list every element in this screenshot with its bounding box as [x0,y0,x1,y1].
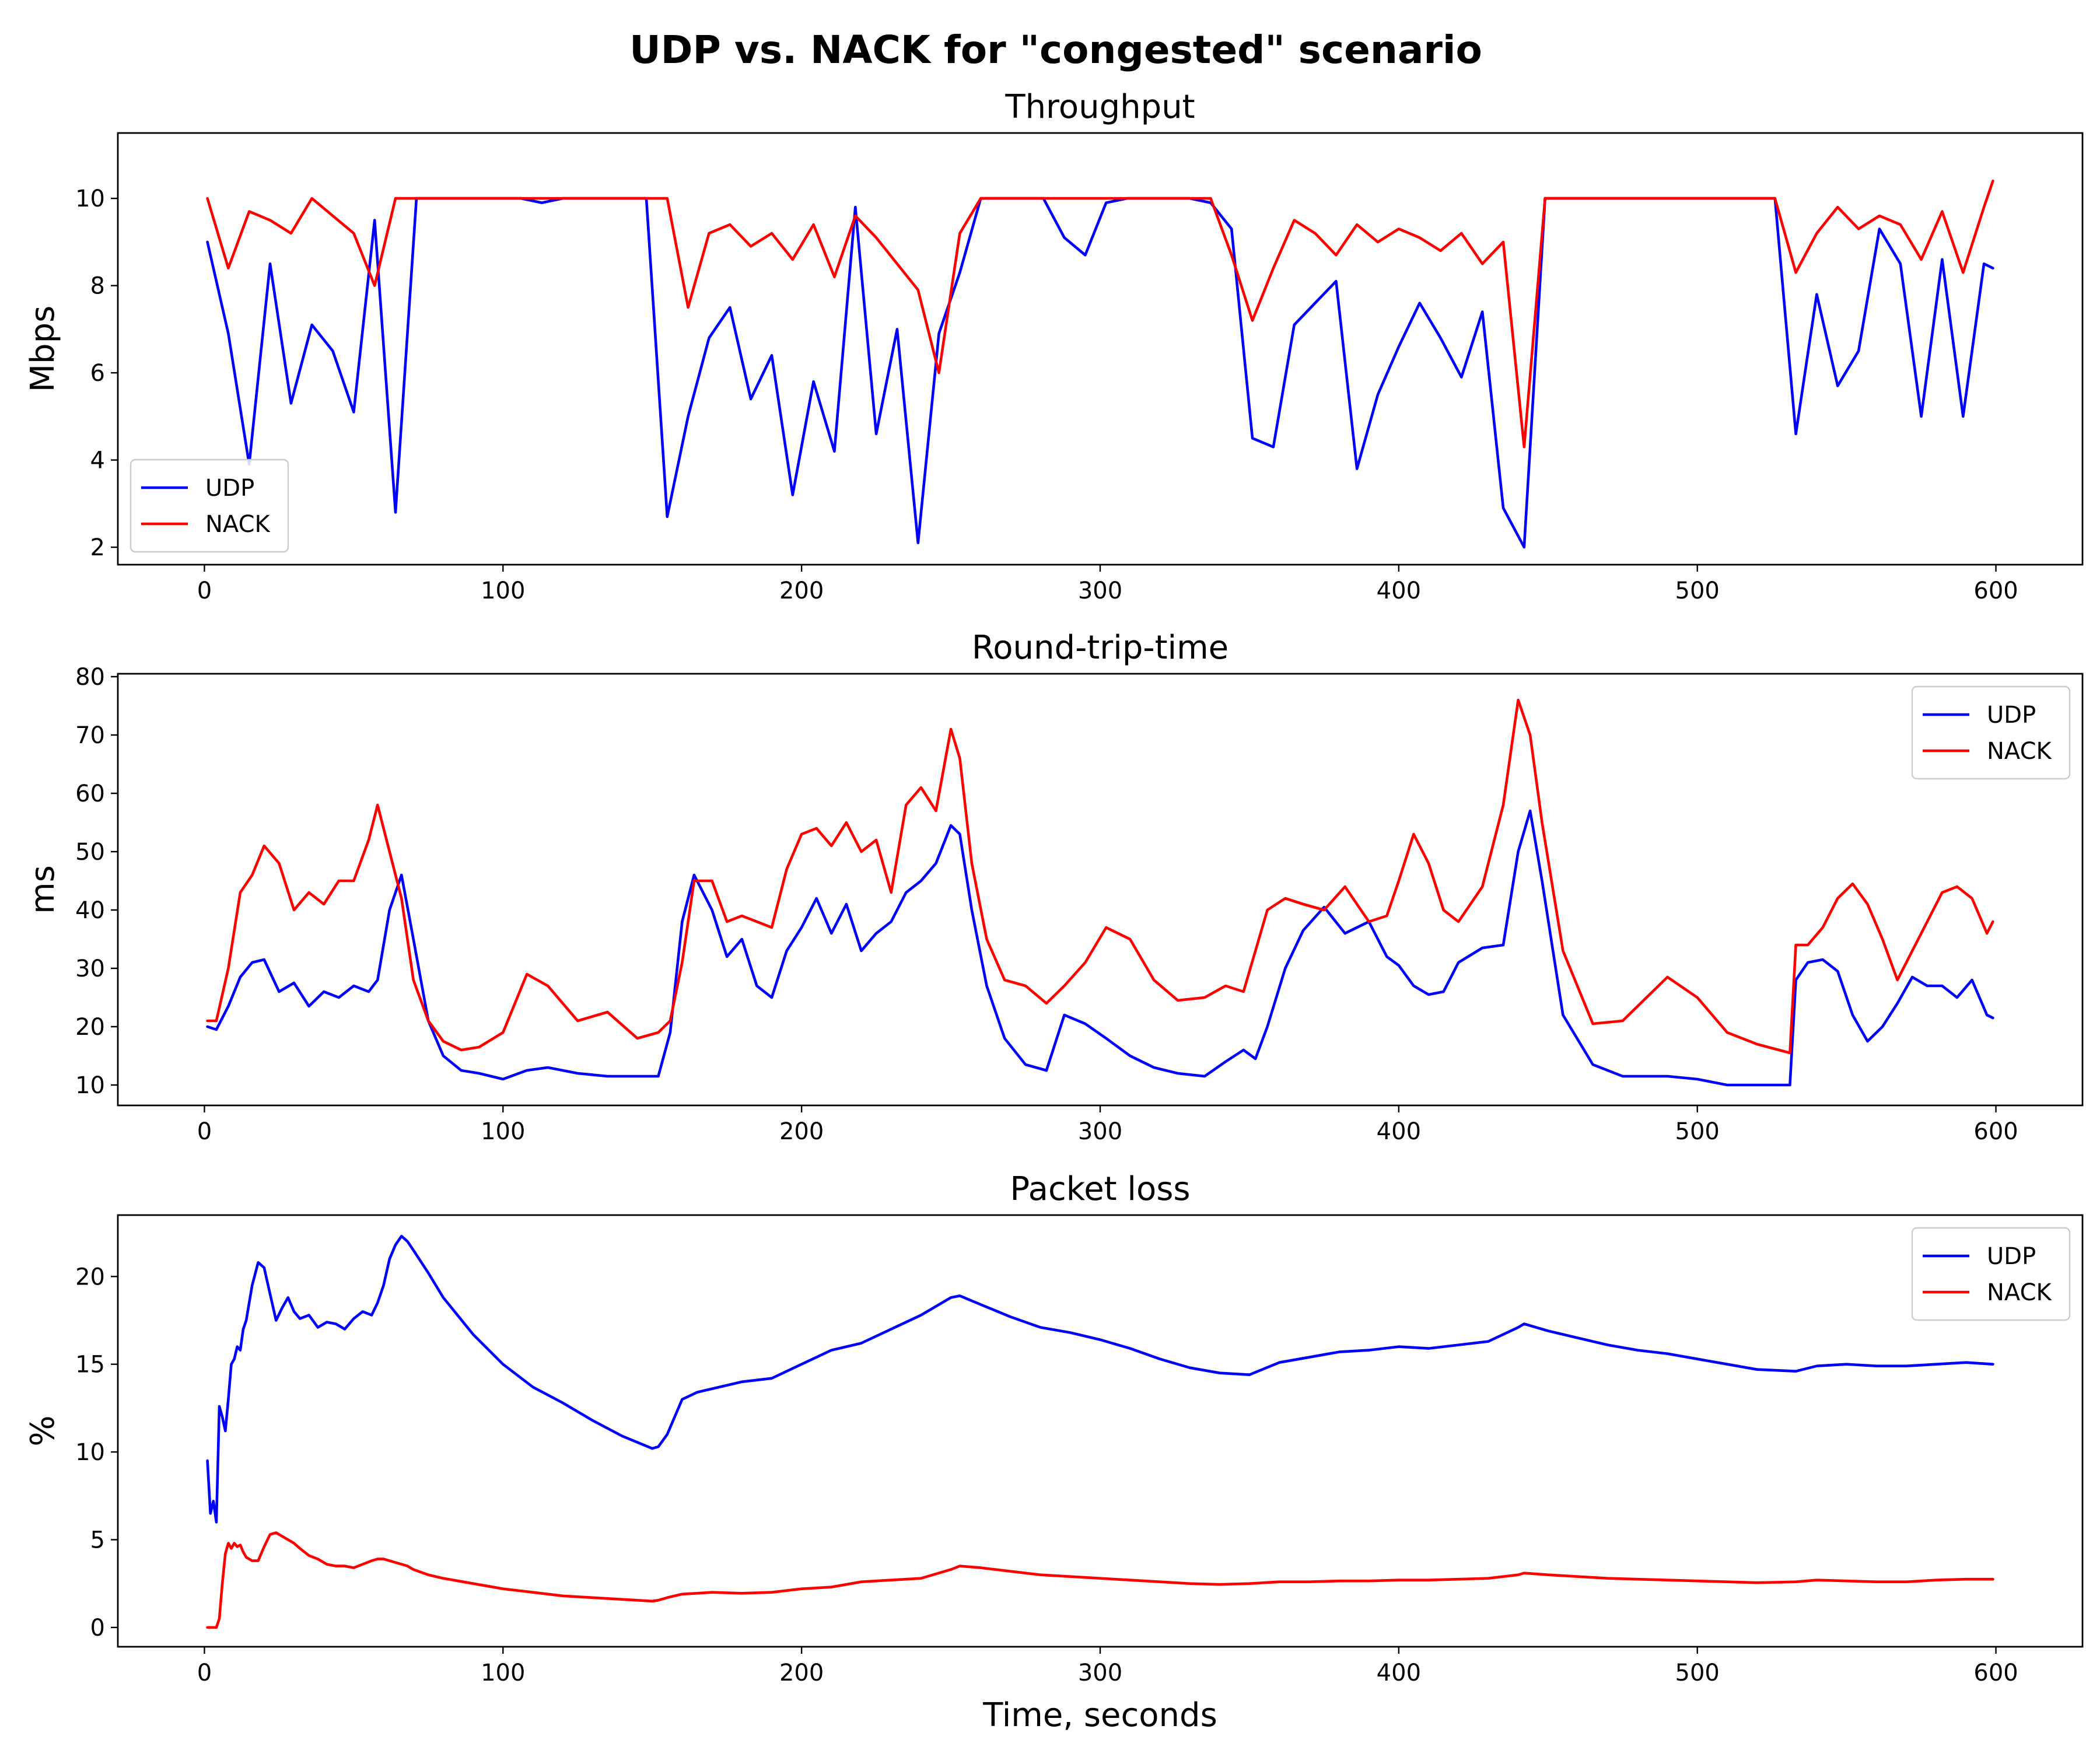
y-tick-label: 70 [75,722,105,749]
x-tick-label: 600 [1973,578,2018,604]
x-tick-label: 600 [1973,1118,2018,1145]
y-tick-label: 4 [90,447,105,474]
plot-frame [117,1214,2084,1648]
figure-title: UDP vs. NACK for "congested" scenario [629,27,1482,72]
y-tick-label: 6 [90,360,105,387]
y-axis-label: ms [24,865,62,914]
round-trip-time-panel: Round-trip-time ms 0 100 200 300 400 500 600 10 20… [24,629,2084,1145]
x-tick-label: 0 [197,578,212,604]
x-axis-label: Time, seconds [982,1696,1217,1734]
plot-frame [117,132,2084,566]
x-tick-label: 200 [779,1118,824,1145]
legend-label-udp: UDP [1987,1243,2036,1270]
y-tick-label: 30 [75,956,105,982]
series-line-nack [206,1531,1994,1629]
y-tick-label: 10 [75,186,105,212]
x-tick-label: 300 [1078,578,1122,604]
y-tick-label: 0 [90,1615,105,1642]
x-tick-label: 0 [197,1118,212,1145]
x-tick-label: 500 [1675,1660,1720,1686]
x-tick-label: 100 [481,1660,525,1686]
legend-label-nack: NACK [205,511,271,538]
x-tick-label: 400 [1377,1118,1421,1145]
y-tick-label: 2 [90,534,105,561]
x-tick-label: 100 [481,578,525,604]
x-tick-label: 200 [779,1660,824,1686]
legend-box [130,459,289,553]
y-axis-label: Mbps [24,306,62,393]
series-line-udp [206,809,1994,1087]
y-tick-label: 60 [75,780,105,807]
y-tick-label: 8 [90,273,105,300]
legend-box [1911,685,2071,780]
legend-label-udp: UDP [1987,702,2036,729]
series-line-nack [206,698,1994,1055]
series-line-udp [206,1234,1994,1524]
y-tick-label: 20 [75,1014,105,1041]
series-line-udp [206,197,1994,549]
legend: UDP NACK [130,459,289,553]
panel-title: Throughput [1005,88,1195,126]
legend-label-nack: NACK [1987,738,2053,765]
y-axis-label: % [24,1415,62,1446]
x-tick-label: 400 [1377,1660,1421,1686]
x-tick-label: 200 [779,578,824,604]
x-tick-label: 0 [197,1660,212,1686]
plot-frame [117,673,2084,1107]
x-tick-label: 500 [1675,578,1720,604]
x-tick-label: 100 [481,1118,525,1145]
legend: UDP NACK [1911,685,2071,780]
legend-box [1911,1227,2071,1321]
x-tick-label: 300 [1078,1660,1122,1686]
x-tick-label: 300 [1078,1118,1122,1145]
x-tick-label: 500 [1675,1118,1720,1145]
legend-label-udp: UDP [205,475,254,502]
y-tick-label: 10 [75,1439,105,1466]
y-tick-label: 5 [90,1527,105,1554]
legend: UDP NACK [1911,1227,2071,1321]
y-tick-label: 20 [75,1264,105,1290]
throughput-panel: Throughput Mbps 0 100 200 300 400 500 600 2 4 6 8 10 U… [24,88,2084,604]
x-tick-label: 600 [1973,1660,2018,1686]
y-tick-label: 50 [75,839,105,866]
series-line-nack [206,179,1994,449]
y-tick-label: 15 [75,1352,105,1378]
x-tick-label: 400 [1377,578,1421,604]
y-tick-label: 40 [75,897,105,924]
y-tick-label: 80 [75,664,105,691]
panel-title: Packet loss [1010,1170,1190,1208]
panel-title: Round-trip-time [972,629,1228,667]
y-tick-label: 10 [75,1072,105,1099]
legend-label-nack: NACK [1987,1279,2053,1306]
